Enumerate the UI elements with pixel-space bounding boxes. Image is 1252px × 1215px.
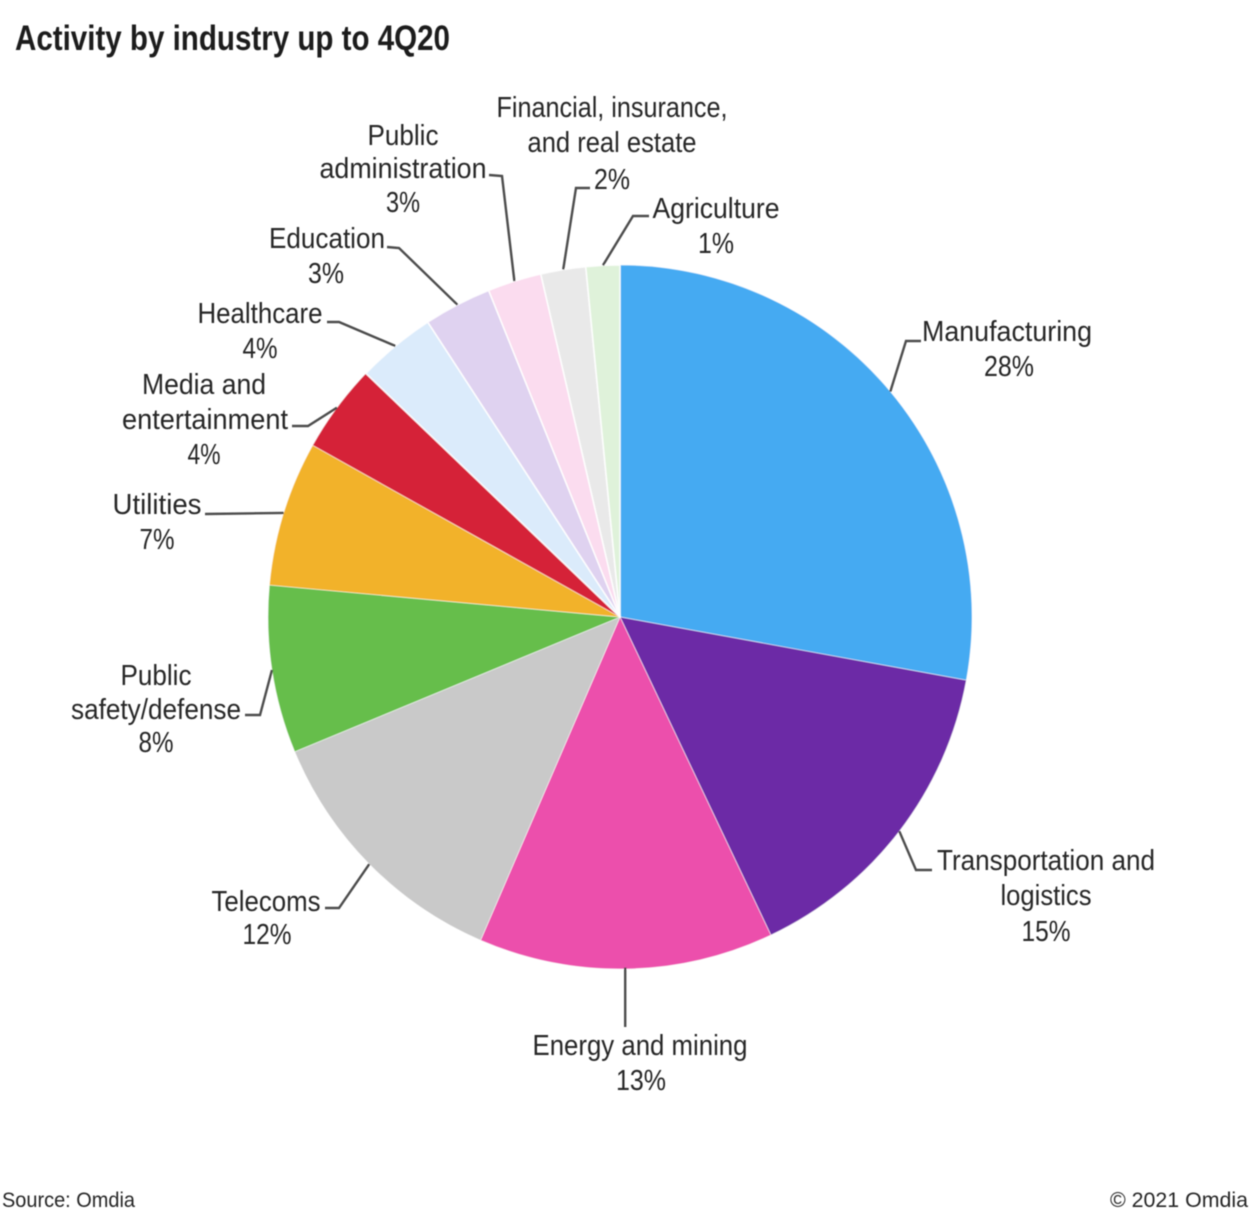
svg-text:7%: 7% xyxy=(140,524,175,556)
svg-text:Healthcare: Healthcare xyxy=(198,298,323,330)
svg-text:Transportation and: Transportation and xyxy=(937,845,1155,877)
svg-text:4%: 4% xyxy=(243,333,278,365)
svg-text:12%: 12% xyxy=(243,919,292,951)
svg-text:Activity by industry up to 4Q2: Activity by industry up to 4Q20 xyxy=(15,19,450,58)
svg-text:3%: 3% xyxy=(386,187,420,219)
svg-text:safety/defense: safety/defense xyxy=(71,694,241,726)
svg-text:Public: Public xyxy=(368,120,439,152)
svg-text:Manufacturing: Manufacturing xyxy=(922,316,1092,348)
svg-text:Financial, insurance,: Financial, insurance, xyxy=(497,92,728,124)
svg-text:Agriculture: Agriculture xyxy=(653,193,780,225)
svg-text:4%: 4% xyxy=(188,439,221,471)
svg-text:administration: administration xyxy=(320,153,487,185)
svg-text:entertainment: entertainment xyxy=(122,404,288,436)
svg-text:Telecoms: Telecoms xyxy=(212,886,321,918)
svg-text:3%: 3% xyxy=(308,258,344,290)
svg-text:and real estate: and real estate xyxy=(528,127,697,159)
svg-text:15%: 15% xyxy=(1022,916,1071,948)
svg-text:© 2021 Omdia: © 2021 Omdia xyxy=(1110,1189,1248,1212)
svg-text:1%: 1% xyxy=(698,228,734,260)
svg-text:13%: 13% xyxy=(616,1065,666,1097)
svg-text:8%: 8% xyxy=(139,727,174,759)
svg-text:Source: Omdia: Source: Omdia xyxy=(2,1189,135,1212)
svg-text:28%: 28% xyxy=(984,351,1034,383)
svg-text:Utilities: Utilities xyxy=(113,489,202,521)
svg-text:Media and: Media and xyxy=(142,369,266,401)
svg-text:Energy and mining: Energy and mining xyxy=(533,1030,748,1062)
svg-text:Education: Education xyxy=(269,223,385,255)
svg-text:logistics: logistics xyxy=(1001,880,1092,912)
svg-text:Public: Public xyxy=(121,660,192,692)
svg-text:2%: 2% xyxy=(594,164,630,196)
